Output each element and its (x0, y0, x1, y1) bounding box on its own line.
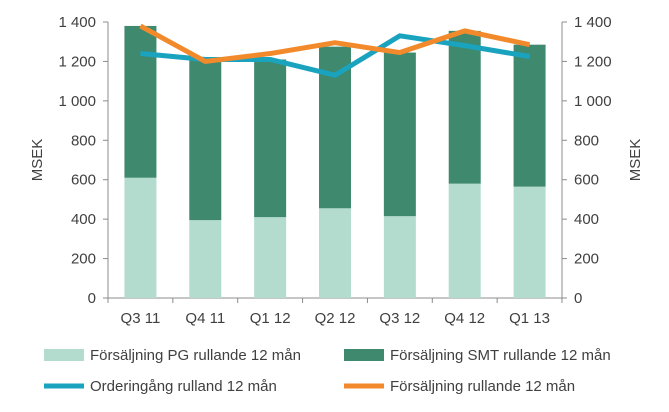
bar-smt (448, 30, 481, 184)
right-tick-labels: 0 200 400 600 800 1 000 1 200 1 400 (574, 14, 612, 307)
y-tick-label-left: 0 (88, 290, 96, 307)
y-tick-label-right: 600 (574, 172, 599, 189)
y-tick-label-right: 800 (574, 132, 599, 149)
bar-pg (319, 208, 351, 298)
y-tick-label-right: 0 (574, 290, 582, 307)
x-tick-label: Q1 12 (250, 310, 291, 327)
y-tick-label-left: 400 (71, 211, 96, 228)
legend-swatch (344, 349, 384, 361)
line-forsaljning (139, 23, 531, 64)
lines (139, 23, 531, 78)
bar-pg (254, 217, 287, 298)
x-tick-label: Q3 12 (379, 310, 420, 327)
y-tick-label-left: 1 000 (58, 93, 96, 110)
y-tick-label-right: 1 400 (574, 14, 612, 31)
bar-smt (383, 52, 416, 217)
bar-pg (124, 177, 157, 298)
bar-smt (124, 25, 157, 178)
y-tick-label-left: 200 (71, 251, 96, 268)
y-tick-label-right: 400 (574, 211, 599, 228)
y-tick-label-right: 200 (574, 251, 599, 268)
bar-pg (448, 183, 481, 298)
y-tick-label-left: 1 400 (58, 14, 96, 31)
bar-pg (383, 216, 416, 298)
y-tick-label-right: 1 200 (574, 53, 612, 70)
y-tick-label-left: 800 (71, 132, 96, 149)
legend-swatch (44, 349, 84, 361)
y-tick-label-left: 600 (71, 172, 96, 189)
bar-smt (189, 60, 222, 221)
bar-smt (513, 44, 546, 187)
bar-pg (189, 220, 222, 298)
x-tick-label: Q2 12 (315, 310, 356, 327)
legend-label: Försäljning rullande 12 mån (390, 378, 575, 395)
x-tick-label: Q3 11 (121, 310, 161, 327)
legend-label: Försäljning PG rullande 12 mån (90, 347, 301, 364)
x-tick-labels: Q3 11 Q4 11 Q1 12 Q2 12 Q3 12 Q4 12 Q1 13 (121, 310, 550, 327)
x-tick-label: Q4 11 (185, 310, 225, 327)
bar-pg (513, 186, 546, 298)
y-axis-title-right: MSEK (627, 139, 644, 182)
x-tick-label: Q1 13 (509, 310, 550, 327)
bars (124, 25, 546, 298)
bar-smt (254, 59, 287, 218)
left-tick-labels: 0 200 400 600 800 1 000 1 200 1 400 (58, 14, 96, 307)
x-tick-label: Q4 12 (444, 310, 485, 327)
legend-label: Försäljning SMT rullande 12 mån (390, 347, 611, 364)
legend-label: Orderingång rulland 12 mån (90, 378, 277, 395)
y-tick-label-right: 1 000 (574, 93, 612, 110)
y-axis-title-left: MSEK (29, 139, 46, 182)
legend: Försäljning PG rullande 12 mån Försäljnin… (44, 347, 611, 395)
y-tick-label-left: 1 200 (58, 53, 96, 70)
